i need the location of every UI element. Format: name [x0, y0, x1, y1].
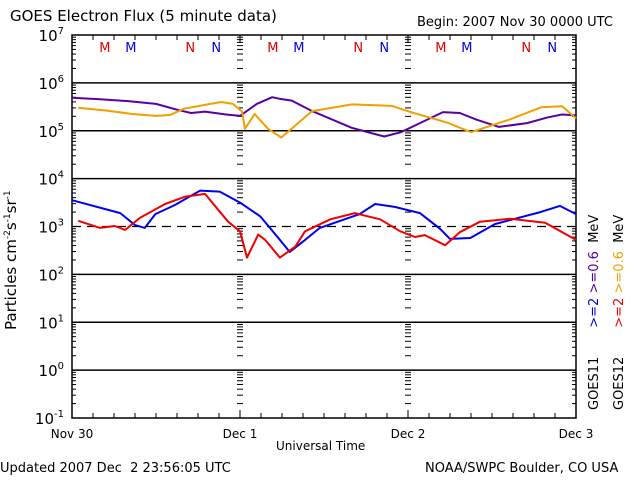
- legend-goes11-06mev: >=0.6: [587, 251, 602, 294]
- legend-goes12-2mev: >=2: [612, 297, 627, 328]
- local-time-marker: N: [185, 41, 195, 56]
- series-line-3: [71, 189, 577, 253]
- series-line-2: [78, 101, 577, 139]
- chart-title: GOES Electron Flux (5 minute data): [10, 7, 277, 25]
- series-line-4: [77, 192, 577, 259]
- legend-goes12-06mev: >=0.6: [612, 251, 627, 294]
- y-tick-label: 100: [39, 361, 64, 380]
- y-tick-label: 103: [39, 218, 64, 237]
- legend-goes12-unit: MeV: [612, 214, 627, 243]
- chart-subtitle: Begin: 2007 Nov 30 0000 UTC: [417, 15, 613, 30]
- local-time-marker: N: [353, 41, 363, 56]
- credit-text: NOAA/SWPC Boulder, CO USA: [425, 461, 619, 476]
- legend-goes12: GOES12 >=2 >=0.6 MeV: [612, 215, 627, 410]
- local-time-marker: M: [293, 41, 304, 56]
- x-tick-label: Dec 1: [222, 427, 258, 441]
- y-tick-label: 106: [39, 74, 64, 93]
- local-time-marker: N: [211, 41, 221, 56]
- y-tick-label: 105: [39, 122, 64, 141]
- y-tick-label: 102: [39, 265, 64, 284]
- y-tick-label: 104: [39, 170, 64, 189]
- local-time-marker: M: [99, 41, 110, 56]
- local-time-marker: N: [379, 41, 389, 56]
- updated-timestamp: Updated 2007 Dec 2 23:56:05 UTC: [0, 461, 231, 476]
- local-time-marker: N: [547, 41, 557, 56]
- local-time-marker: M: [461, 41, 472, 56]
- legend-goes11-2mev: >=2: [587, 297, 602, 328]
- x-tick-label: Dec 2: [390, 427, 426, 441]
- y-tick-label: 101: [39, 313, 64, 332]
- local-time-marker: M: [435, 41, 446, 56]
- x-tick-label: Dec 3: [558, 427, 594, 441]
- x-tick-label: Nov 30: [50, 427, 94, 441]
- local-time-marker: M: [125, 41, 136, 56]
- legend-goes11: GOES11 >=2 >=0.6 MeV: [587, 215, 602, 410]
- legend-goes12-label: GOES12: [612, 356, 627, 410]
- local-time-marker: M: [267, 41, 278, 56]
- local-time-marker: N: [521, 41, 531, 56]
- legend-goes11-unit: MeV: [587, 214, 602, 243]
- legend-goes11-label: GOES11: [587, 356, 602, 410]
- x-axis-label: Universal Time: [276, 439, 366, 453]
- y-tick-label: 107: [39, 26, 64, 45]
- y-tick-label: 10-1: [35, 409, 64, 428]
